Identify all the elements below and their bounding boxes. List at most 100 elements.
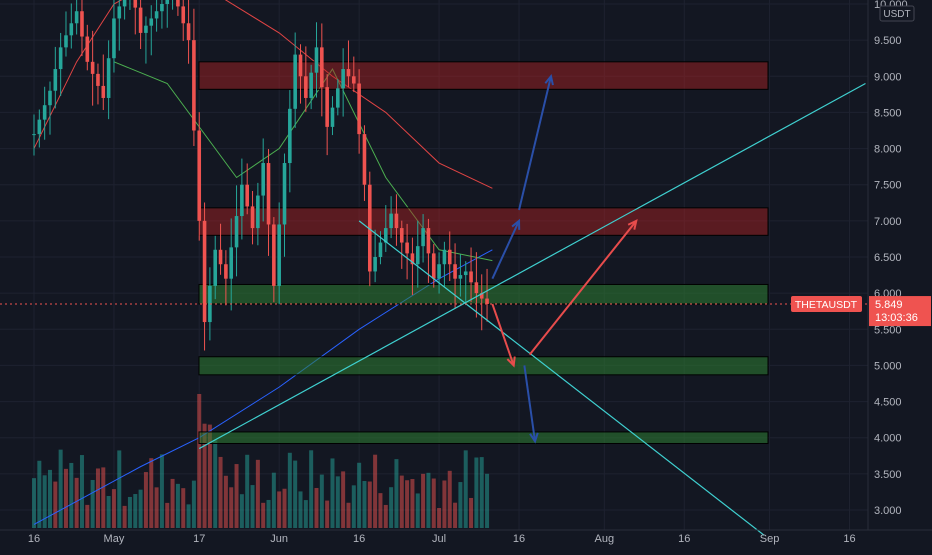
y-tick-label: 3.000	[874, 505, 902, 517]
candle-body	[474, 282, 479, 294]
candle-body	[426, 228, 431, 254]
candle-body	[240, 184, 244, 217]
y-tick-label: 7.500	[874, 180, 902, 192]
volume-bar	[330, 458, 335, 528]
volume-bar	[447, 470, 452, 528]
volume-bar	[458, 482, 463, 528]
projection-arrowhead	[529, 432, 539, 444]
volume-bar	[271, 472, 276, 528]
volume-bar	[399, 475, 404, 528]
candle-body	[336, 88, 340, 108]
candle-body	[90, 61, 95, 74]
candle-body	[149, 18, 154, 26]
y-tick-label: 7.000	[874, 216, 902, 228]
volume-bar	[314, 487, 319, 528]
volume-bar	[234, 464, 239, 528]
candle-body	[447, 249, 452, 265]
volume-bar	[122, 505, 127, 528]
candle-body	[453, 264, 457, 279]
candle-body	[181, 6, 186, 24]
volume-bar	[85, 504, 90, 528]
y-tick-label: 9.500	[874, 35, 902, 47]
volume-bar	[32, 478, 36, 528]
candle-body	[58, 47, 63, 70]
candle-body	[394, 213, 399, 229]
candle-body	[399, 228, 404, 243]
candle-body	[415, 246, 420, 265]
volume-bar	[277, 491, 282, 528]
currency-badge-label: USDT	[883, 9, 910, 20]
volume-bar	[410, 479, 415, 528]
candle-body	[245, 184, 249, 207]
volume-bar	[282, 488, 287, 528]
volume-bar	[213, 440, 218, 528]
candle-body	[42, 105, 47, 120]
volume-bar	[383, 504, 388, 528]
candle-body	[186, 23, 191, 41]
x-tick-label: 16	[28, 533, 40, 545]
last-price-tag	[869, 296, 931, 327]
volume-bar	[415, 493, 420, 528]
volume-bar	[362, 481, 367, 528]
volume-bar	[127, 496, 132, 528]
volume-bar	[186, 504, 191, 528]
x-tick-label: Sep	[760, 533, 780, 545]
volume-bar	[485, 473, 490, 528]
volume-bar	[191, 480, 196, 528]
candle-body	[389, 213, 393, 229]
symbol-label: THETAUSDT	[795, 299, 858, 311]
support-zone	[198, 431, 769, 444]
volume-bar	[42, 475, 47, 528]
volume-bar	[453, 502, 458, 528]
candle-body	[463, 271, 468, 276]
candle-body	[458, 275, 463, 279]
candle-body	[176, 0, 180, 7]
candle-body	[85, 36, 90, 62]
volume-bar	[469, 497, 474, 528]
candle-body	[383, 228, 388, 243]
volume-bar	[298, 491, 303, 528]
volume-bar	[357, 462, 362, 528]
volume-bar	[426, 472, 431, 528]
candle-body	[304, 76, 308, 98]
volume-bar	[165, 502, 170, 528]
x-tick-label: 17	[193, 533, 205, 545]
volume-bar	[154, 487, 159, 528]
volume-bar	[159, 454, 164, 528]
volume-bar	[95, 468, 100, 528]
x-tick-label: May	[104, 533, 125, 545]
volume-bar	[133, 494, 138, 528]
symbol-tag	[791, 296, 862, 313]
candle-body	[330, 107, 335, 127]
volume-bar	[293, 460, 298, 528]
volume-bar	[111, 489, 116, 528]
candle-body	[106, 58, 111, 98]
candle-body	[224, 264, 228, 279]
volume-layer	[32, 393, 490, 528]
candle-body	[229, 247, 234, 279]
volume-bar	[143, 472, 148, 528]
ma-mid-line	[33, 0, 493, 189]
volume-bar	[202, 423, 207, 528]
projection-arrowhead	[627, 219, 638, 230]
trendline	[358, 220, 765, 536]
projection-arrowhead	[511, 218, 521, 230]
x-tick-label: Aug	[595, 533, 615, 545]
candle-body	[261, 163, 265, 196]
candle-body	[362, 134, 367, 185]
y-tick-label: 8.500	[874, 107, 902, 119]
projection-arrow	[518, 76, 552, 211]
ma-short-line	[113, 61, 493, 262]
candle-body	[69, 23, 74, 36]
candle-body	[442, 249, 447, 265]
candle-body	[154, 11, 159, 19]
projection-arrowhead	[506, 356, 516, 368]
candle-body	[117, 6, 122, 19]
volume-bar	[53, 481, 58, 528]
volume-bar	[37, 460, 42, 528]
candle-body	[272, 224, 276, 286]
volume-bar	[335, 476, 340, 528]
last-price-label: 5.849	[875, 299, 903, 311]
